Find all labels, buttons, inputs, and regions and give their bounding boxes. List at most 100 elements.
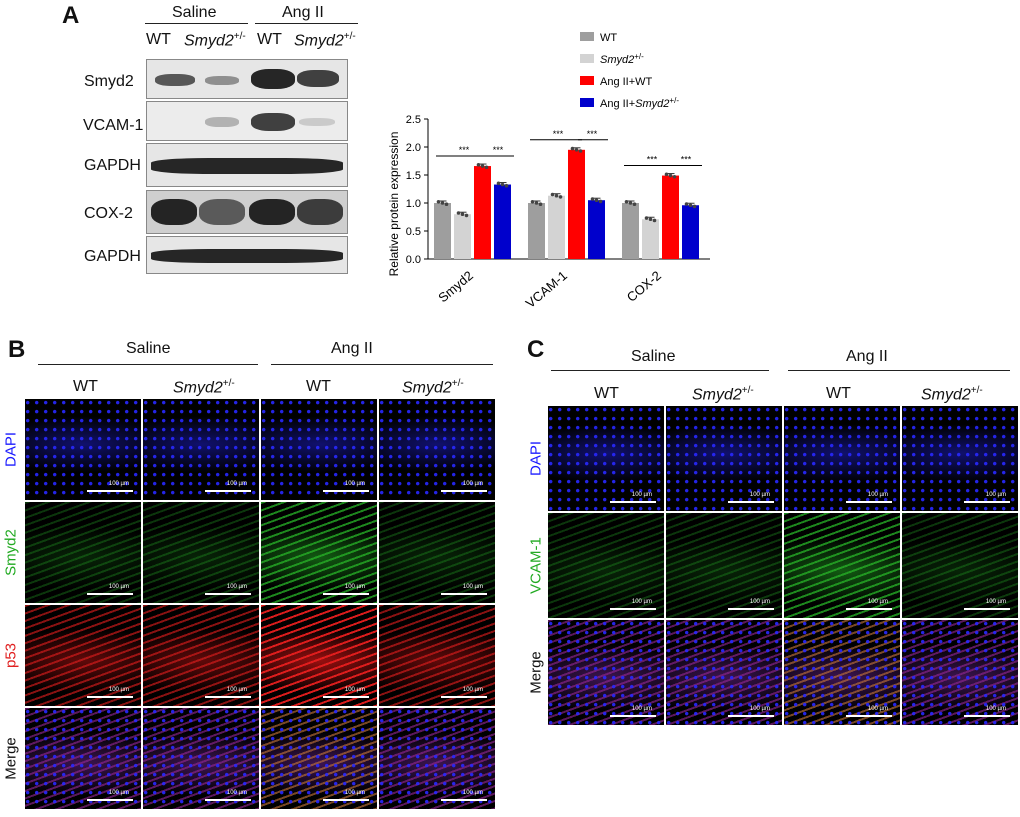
scale-bar xyxy=(205,799,251,801)
scale-bar-label: 100 µm xyxy=(749,599,770,605)
micrograph-merge-3: 100 µm xyxy=(902,620,1018,725)
data-point xyxy=(530,200,535,204)
lane-label-wt-1: WT xyxy=(146,31,171,48)
bar xyxy=(662,175,679,259)
legend-swatch xyxy=(580,76,594,85)
data-point xyxy=(684,202,689,206)
scale-bar xyxy=(441,799,487,801)
scale-bar xyxy=(323,593,369,595)
b-col-wt-1: WT xyxy=(73,378,98,395)
scale-bar-label: 100 µm xyxy=(985,706,1006,712)
y-tick-label: 0.0 xyxy=(406,254,421,266)
significance-marker: *** xyxy=(493,145,504,155)
c-group-line-saline xyxy=(551,370,769,371)
b-group-line-angii xyxy=(271,364,493,365)
micrograph-merge-0: 100 µm xyxy=(25,708,141,809)
micrograph-merge-1: 100 µm xyxy=(666,620,782,725)
data-point xyxy=(436,200,441,204)
data-point xyxy=(554,193,559,198)
micrograph-smyd2-1: 100 µm xyxy=(143,502,259,603)
panel-label-b: B xyxy=(8,336,26,363)
data-point xyxy=(460,212,465,216)
scale-bar xyxy=(964,501,1010,503)
scale-bar xyxy=(205,490,251,492)
scale-bar-label: 100 µm xyxy=(631,706,652,712)
scale-bar xyxy=(205,593,251,595)
data-point xyxy=(476,163,481,167)
micrograph-dapi-2: 100 µm xyxy=(784,406,900,511)
panel-label-a: A xyxy=(62,2,80,29)
data-point xyxy=(688,203,693,208)
blot-label-gapdh-2: GAPDH xyxy=(84,248,141,265)
scale-bar-label: 100 µm xyxy=(108,687,129,693)
c-col-wt-1: WT xyxy=(594,385,619,402)
scale-bar xyxy=(728,501,774,503)
bar xyxy=(568,149,585,259)
scale-bar-label: 100 µm xyxy=(226,687,247,693)
western-blot-vcam1 xyxy=(146,101,348,141)
scale-bar-label: 100 µm xyxy=(226,584,247,590)
bar xyxy=(454,214,471,259)
y-tick-label: 0.5 xyxy=(406,226,421,238)
blot-label-cox2: COX-2 xyxy=(84,205,133,222)
legend-label: WT xyxy=(600,32,617,44)
scale-bar-label: 100 µm xyxy=(226,481,247,487)
y-tick-label: 2.5 xyxy=(406,114,421,126)
group-line-saline xyxy=(145,23,248,24)
row-label-merge: Merge xyxy=(527,650,545,694)
significance-marker: *** xyxy=(459,145,470,155)
b-group-label-angii: Ang II xyxy=(331,340,373,357)
scale-bar xyxy=(610,501,656,503)
scale-bar-label: 100 µm xyxy=(108,584,129,590)
data-point xyxy=(632,202,637,206)
scale-bar-label: 100 µm xyxy=(631,492,652,498)
significance-marker: *** xyxy=(553,129,564,139)
scale-bar-label: 100 µm xyxy=(462,481,483,487)
legend-swatch xyxy=(580,98,594,107)
scale-bar-label: 100 µm xyxy=(985,492,1006,498)
scale-bar-label: 100 µm xyxy=(867,492,888,498)
data-point xyxy=(440,201,445,205)
western-blot-gapdh-2 xyxy=(146,236,348,274)
data-point xyxy=(500,182,505,187)
scale-bar xyxy=(846,608,892,610)
data-point xyxy=(628,201,633,205)
scale-bar-label: 100 µm xyxy=(108,790,129,796)
c-col-wt-2: WT xyxy=(826,385,851,402)
micrograph-p53-1: 100 µm xyxy=(143,605,259,706)
data-point xyxy=(444,202,449,206)
data-point xyxy=(456,211,461,215)
micrograph-dapi-0: 100 µm xyxy=(25,399,141,500)
micrograph-merge-3: 100 µm xyxy=(379,708,495,809)
micrograph-p53-2: 100 µm xyxy=(261,605,377,706)
micrograph-vcam-1-0: 100 µm xyxy=(548,513,664,618)
data-point xyxy=(644,216,649,220)
data-point xyxy=(668,173,673,178)
micrograph-vcam-1-3: 100 µm xyxy=(902,513,1018,618)
lane-label-wt-2: WT xyxy=(257,31,282,48)
data-point xyxy=(558,195,563,199)
bar xyxy=(548,195,565,259)
data-point xyxy=(652,218,657,223)
scale-bar-label: 100 µm xyxy=(985,599,1006,605)
micrograph-dapi-1: 100 µm xyxy=(143,399,259,500)
scale-bar-label: 100 µm xyxy=(867,706,888,712)
data-point xyxy=(590,197,595,201)
c-col-smyd2-1: Smyd2+/- xyxy=(692,385,754,404)
bar xyxy=(622,203,639,259)
scale-bar xyxy=(441,593,487,595)
significance-marker: *** xyxy=(647,155,658,165)
data-point xyxy=(598,199,603,204)
micrograph-dapi-1: 100 µm xyxy=(666,406,782,511)
bar xyxy=(528,203,545,259)
chart-ylabel: Relative protein expression xyxy=(387,132,401,277)
micrograph-merge-1: 100 µm xyxy=(143,708,259,809)
bar xyxy=(642,219,659,259)
scale-bar xyxy=(610,608,656,610)
micrograph-p53-0: 100 µm xyxy=(25,605,141,706)
micrograph-merge-2: 100 µm xyxy=(784,620,900,725)
micrograph-p53-3: 100 µm xyxy=(379,605,495,706)
scale-bar-label: 100 µm xyxy=(462,687,483,693)
scale-bar xyxy=(846,715,892,717)
